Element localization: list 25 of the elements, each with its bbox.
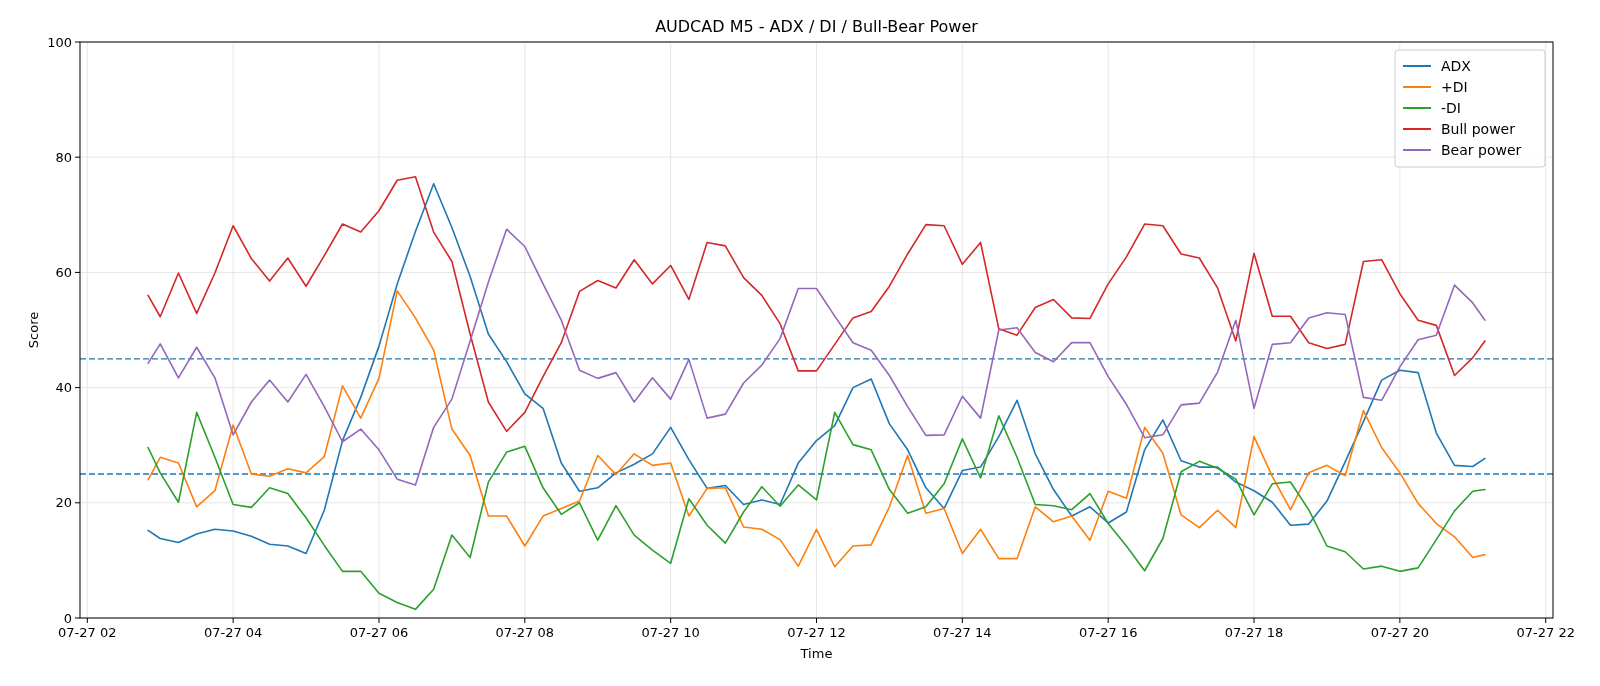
y-tick-label: 100 (47, 34, 72, 50)
x-tick-label: 07-27 06 (349, 625, 409, 640)
x-tick-label: 07-27 20 (1370, 625, 1430, 640)
x-tick-label: 07-27 14 (933, 625, 992, 640)
x-tick-label: 07-27 12 (787, 625, 846, 640)
y-tick-label: 40 (55, 380, 72, 396)
x-tick-label: 07-27 18 (1224, 625, 1284, 640)
legend-label: Bull power (1441, 121, 1516, 137)
legend-label: -DI (1441, 100, 1461, 116)
chart-title: AUDCAD M5 - ADX / DI / Bull-Bear Power (655, 17, 979, 36)
x-tick-label: 07-27 16 (1078, 625, 1138, 640)
legend-label: +DI (1441, 79, 1468, 95)
legend-label: ADX (1441, 58, 1472, 74)
x-axis-title: Time (799, 646, 833, 661)
y-tick-label: 0 (63, 610, 72, 626)
x-tick-label: 07-27 10 (641, 625, 700, 640)
x-tick-label: 07-27 08 (495, 625, 555, 640)
y-tick-label: 60 (55, 264, 72, 280)
y-axis-title: Score (26, 311, 41, 349)
x-tick-label: 07-27 04 (203, 625, 263, 640)
x-tick-label: 07-27 22 (1516, 625, 1575, 640)
x-tick-label: 07-27 02 (58, 625, 117, 640)
y-tick-label: 20 (55, 495, 72, 511)
legend-label: Bear power (1441, 142, 1522, 158)
y-tick-label: 80 (55, 149, 72, 165)
